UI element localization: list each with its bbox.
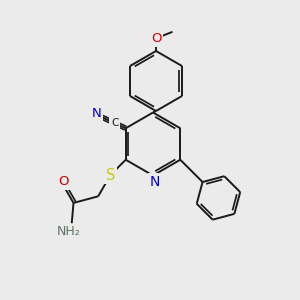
Text: N: N — [149, 175, 160, 189]
Text: N: N — [92, 107, 102, 120]
Text: O: O — [58, 176, 69, 188]
Text: O: O — [151, 32, 161, 45]
Text: S: S — [106, 167, 115, 182]
Text: NH₂: NH₂ — [56, 225, 80, 238]
Text: C: C — [111, 118, 118, 128]
